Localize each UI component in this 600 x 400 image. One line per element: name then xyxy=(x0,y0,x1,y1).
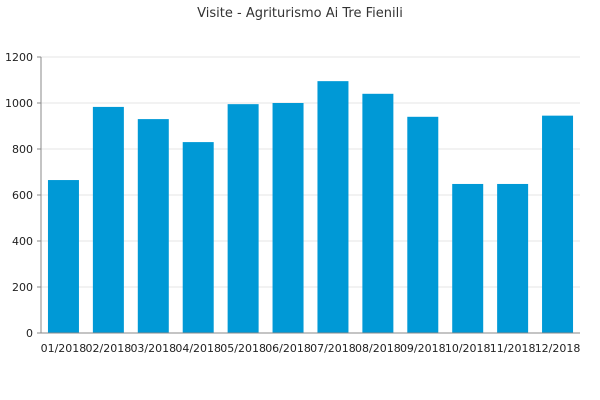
bar xyxy=(272,103,304,333)
x-tick-label: 10/2018 xyxy=(445,342,491,355)
bars xyxy=(47,81,574,334)
bar xyxy=(227,104,259,334)
x-tick-label: 03/2018 xyxy=(130,342,176,355)
bar xyxy=(362,93,394,333)
x-tick-label: 09/2018 xyxy=(400,342,446,355)
y-tick-label: 0 xyxy=(26,327,33,340)
axes xyxy=(40,57,580,334)
bar xyxy=(497,183,529,333)
bar xyxy=(137,119,169,333)
y-tick-label: 200 xyxy=(12,281,33,294)
bar xyxy=(317,81,349,334)
bar xyxy=(542,115,574,334)
x-tick-label: 05/2018 xyxy=(220,342,266,355)
x-tick-label: 01/2018 xyxy=(41,342,87,355)
x-tick-labels: 01/2018 02/2018 03/2018 04/2018 05/2018 06/20… xyxy=(41,342,581,355)
y-tick-label: 1200 xyxy=(5,51,33,64)
x-tick-label: 06/2018 xyxy=(265,342,311,355)
x-tick-label: 04/2018 xyxy=(175,342,221,355)
bar xyxy=(47,180,79,333)
y-tick-label: 600 xyxy=(12,189,33,202)
bar xyxy=(92,106,124,333)
y-tick-label: 800 xyxy=(12,143,33,156)
y-tick-label: 400 xyxy=(12,235,33,248)
bar xyxy=(452,183,484,333)
bar xyxy=(407,116,439,333)
x-tick-label: 08/2018 xyxy=(355,342,401,355)
chart-title: Visite - Agriturismo Ai Tre Fienili xyxy=(197,6,403,21)
x-tick-label: 07/2018 xyxy=(310,342,356,355)
gridlines xyxy=(37,56,580,334)
x-tick-label: 11/2018 xyxy=(490,342,536,355)
x-tick-label: 02/2018 xyxy=(86,342,132,355)
y-tick-label: 1000 xyxy=(5,97,33,110)
bar xyxy=(182,142,214,333)
x-tick-label: 12/2018 xyxy=(535,342,581,355)
y-tick-labels: 0 200 400 600 800 1000 1200 xyxy=(5,51,33,340)
